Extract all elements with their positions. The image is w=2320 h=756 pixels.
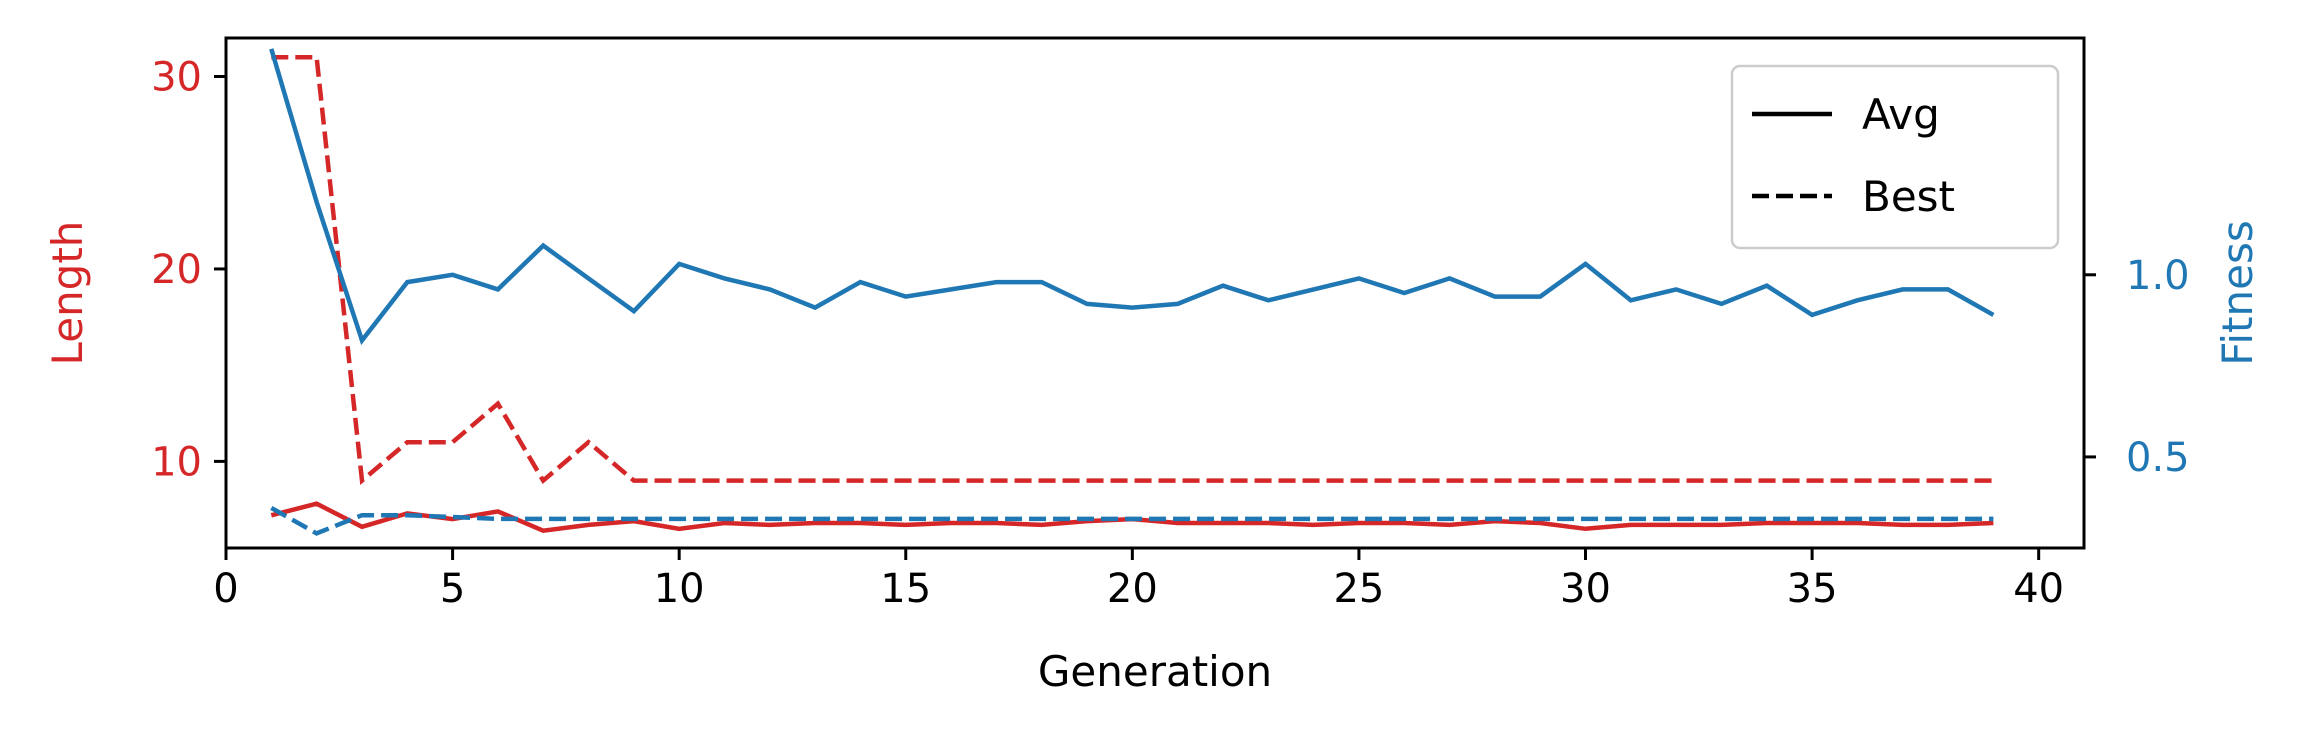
left-y-tick-label: 30 (151, 54, 202, 100)
x-tick-label: 5 (440, 566, 465, 612)
x-tick-label: 35 (1787, 566, 1838, 612)
right-y-tick-label: 1.0 (2126, 253, 2190, 299)
right-y-axis-label: Fitness (2213, 220, 2262, 365)
axes-layer: 0 5 10 15 20 25 30 35 40 Generation 10 20 30 Length 0.… (43, 36, 2262, 696)
x-tick-label: 0 (213, 566, 238, 612)
legend-label: Best (1862, 172, 1955, 221)
x-tick-label: 15 (880, 566, 931, 612)
left-y-tick-label: 10 (151, 439, 202, 485)
x-tick-label: 10 (654, 566, 705, 612)
left-y-tick-label: 20 (151, 247, 202, 293)
plot-area (269, 48, 1995, 536)
series-layer (269, 48, 1995, 536)
left-y-axis-label: Length (43, 221, 92, 366)
x-tick-label: 40 (2013, 566, 2064, 612)
fitness-best-series-line (270, 505, 1994, 536)
x-tick-label: 30 (1560, 566, 1611, 612)
legend: Avg Best (1730, 64, 2060, 250)
plot-frame (224, 36, 2086, 550)
x-tick-label: 20 (1107, 566, 1158, 612)
x-axis-label: Generation (1038, 647, 1272, 696)
length-best-series-line (271, 54, 1994, 486)
x-tick-label: 25 (1333, 566, 1384, 612)
right-y-tick-label: 0.5 (2126, 435, 2190, 481)
legend-label: Avg (1862, 90, 1940, 139)
legend-box (1730, 64, 2060, 250)
fitness-avg-series-line (269, 48, 1995, 346)
